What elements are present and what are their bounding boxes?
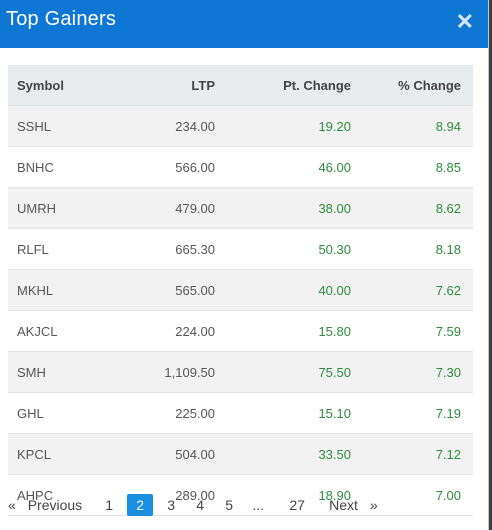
- cell-symbol: SSHL: [8, 105, 120, 147]
- cell-pct-change: 8.62: [352, 187, 473, 229]
- cell-pt-change: 19.20: [216, 105, 352, 147]
- cell-pt-change: 15.80: [216, 310, 352, 352]
- table-row[interactable]: RLFL 665.30 50.30 8.18: [8, 228, 473, 270]
- modal-title: Top Gainers: [6, 7, 117, 30]
- cell-symbol: KPCL: [8, 433, 120, 475]
- previous-link[interactable]: « Previous: [8, 497, 82, 513]
- page-2[interactable]: 2: [127, 494, 154, 516]
- close-icon[interactable]: ✕: [455, 9, 474, 34]
- table-row[interactable]: AHPC 289.00 18.90 7.00: [8, 474, 473, 516]
- cell-pct-change: 8.94: [352, 105, 473, 147]
- table-row[interactable]: AKJCL 224.00 15.80 7.59: [8, 310, 473, 352]
- table-row[interactable]: MKHL 565.00 40.00 7.62: [8, 269, 473, 311]
- page-ellipsis: ...: [252, 497, 264, 513]
- cell-ltp: 565.00: [120, 269, 216, 311]
- page-5[interactable]: 5: [225, 497, 234, 513]
- previous-glyph: «: [8, 497, 16, 513]
- cell-ltp: 234.00: [120, 105, 216, 147]
- table-body: SSHL 234.00 19.20 8.94 BNHC 566.00 46.00 8.85 UM…: [8, 105, 473, 516]
- cell-symbol: RLFL: [8, 228, 120, 270]
- cell-pt-change: 18.90: [216, 474, 352, 516]
- cell-symbol: SMH: [8, 351, 120, 393]
- cell-symbol: AKJCL: [8, 310, 120, 352]
- cell-pt-change: 75.50: [216, 351, 352, 393]
- cell-pct-change: 7.59: [352, 310, 473, 352]
- next-glyph: »: [369, 497, 378, 513]
- pagination: « Previous 1 2 3 4 5... 27 Next »: [8, 494, 473, 516]
- next-label: Next: [329, 497, 358, 513]
- gainers-table-container: Symbol LTP Pt. Change % Change SSHL 234.0…: [8, 65, 473, 516]
- table-row[interactable]: GHL 225.00 15.10 7.19: [8, 392, 473, 434]
- table-row[interactable]: KPCL 504.00 33.50 7.12: [8, 433, 473, 475]
- cell-ltp: 504.00: [120, 433, 216, 475]
- table-row[interactable]: SMH 1,109.50 75.50 7.30: [8, 351, 473, 393]
- table-header-row: Symbol LTP Pt. Change % Change: [8, 65, 473, 106]
- cell-ltp: 225.00: [120, 392, 216, 434]
- cell-symbol: UMRH: [8, 187, 120, 229]
- header-pt-change[interactable]: Pt. Change: [216, 65, 352, 106]
- cell-symbol: BNHC: [8, 146, 120, 188]
- cell-symbol: GHL: [8, 392, 120, 434]
- table-row[interactable]: UMRH 479.00 38.00 8.62: [8, 187, 473, 229]
- cell-pct-change: 8.18: [352, 228, 473, 270]
- cell-pt-change: 46.00: [216, 146, 352, 188]
- cell-pct-change: 7.19: [352, 392, 473, 434]
- cell-pt-change: 33.50: [216, 433, 352, 475]
- cell-pct-change: 7.30: [352, 351, 473, 393]
- cell-ltp: 1,109.50: [120, 351, 216, 393]
- cell-pt-change: 50.30: [216, 228, 352, 270]
- page-4[interactable]: 4: [196, 497, 205, 513]
- cell-ltp: 665.30: [120, 228, 216, 270]
- page-27[interactable]: 27: [289, 497, 305, 513]
- cell-symbol: MKHL: [8, 269, 120, 311]
- table-row[interactable]: BNHC 566.00 46.00 8.85: [8, 146, 473, 188]
- cell-pt-change: 15.10: [216, 392, 352, 434]
- cell-pct-change: 7.12: [352, 433, 473, 475]
- cell-ltp: 479.00: [120, 187, 216, 229]
- cell-pct-change: 7.62: [352, 269, 473, 311]
- cell-symbol: AHPC: [8, 474, 120, 516]
- page-3[interactable]: 3: [167, 497, 176, 513]
- table-row[interactable]: SSHL 234.00 19.20 8.94: [8, 105, 473, 147]
- header-pct-change[interactable]: % Change: [352, 65, 473, 106]
- previous-label: Previous: [27, 497, 83, 513]
- next-link[interactable]: Next »: [329, 497, 377, 513]
- cell-pct-change: 8.85: [352, 146, 473, 188]
- page-1[interactable]: 1: [105, 497, 114, 513]
- page-numbers: 1 2 3 4 5... 27: [98, 494, 315, 516]
- cell-pct-change: 7.00: [352, 474, 473, 516]
- gainers-table: Symbol LTP Pt. Change % Change SSHL 234.0…: [8, 65, 473, 516]
- cell-pt-change: 38.00: [216, 187, 352, 229]
- header-symbol[interactable]: Symbol: [8, 65, 120, 106]
- header-ltp[interactable]: LTP: [120, 65, 216, 106]
- cell-pt-change: 40.00: [216, 269, 352, 311]
- cell-ltp: 566.00: [120, 146, 216, 188]
- modal-header: Top Gainers ✕: [0, 0, 488, 48]
- cell-ltp: 224.00: [120, 310, 216, 352]
